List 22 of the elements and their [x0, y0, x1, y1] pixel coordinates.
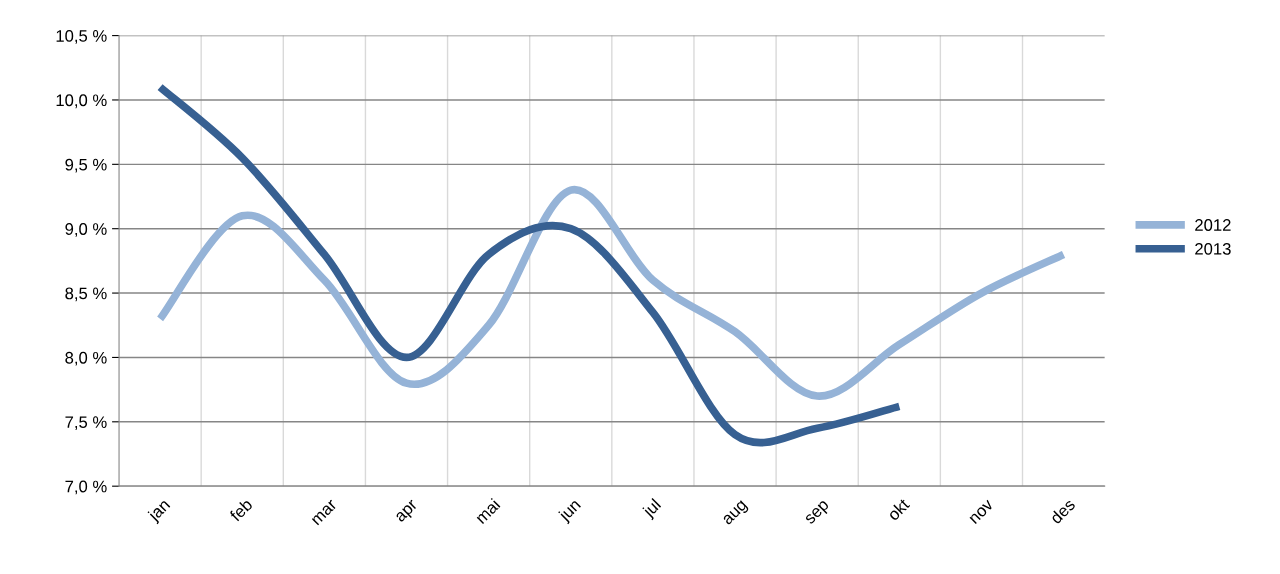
x-tick-label: des — [1049, 497, 1076, 525]
y-tick-label: 7,0 % — [65, 480, 107, 495]
x-tick-label: okt — [886, 497, 911, 522]
x-tick-label: feb — [228, 497, 254, 523]
x-tick-label: jun — [557, 498, 584, 525]
x-tick-label: mar — [311, 499, 338, 526]
y-tick-label: 7,5 % — [65, 416, 107, 430]
x-tick-label: sep — [804, 499, 832, 527]
legend-label: 2013 — [1195, 242, 1231, 255]
x-tick-label: jul — [641, 498, 664, 521]
x-tick-label: jan — [146, 498, 173, 525]
y-tick-label: 9,0 % — [65, 223, 107, 237]
x-tick-label: nov — [969, 499, 995, 525]
y-tick-label: 10,5 % — [56, 29, 107, 44]
x-tick-label: mai — [474, 498, 501, 525]
x-tick-label: apr — [395, 499, 421, 525]
y-tick-label: 8,0 % — [65, 351, 107, 366]
legend-label: 2012 — [1195, 219, 1231, 231]
y-tick-label: 8,5 % — [65, 287, 107, 302]
y-tick-label: 10,0 % — [56, 94, 107, 109]
x-tick-label: aug — [722, 500, 750, 528]
y-tick-label: 9,5 % — [65, 158, 107, 173]
